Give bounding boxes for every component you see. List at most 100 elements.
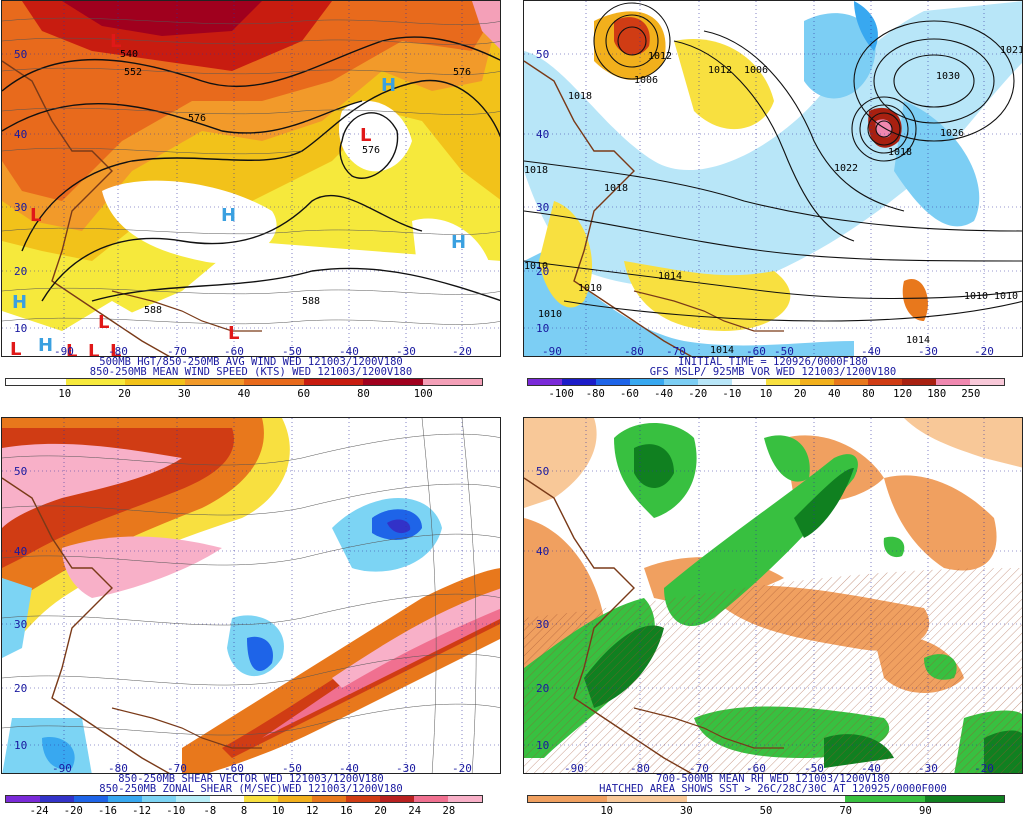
isobar-label: 1030 [936,71,960,82]
isobar-label: 1026 [940,128,964,139]
color-bar-swatch [765,796,846,802]
panel-wind-speed: 540 552 576 576 576 588 588 H H H H H L … [1,0,501,402]
color-bar-tick-label: 250 [961,388,981,400]
color-bar-swatch [303,379,363,385]
high-pressure-symbol: H [12,292,27,313]
isobar-label: 1010 [994,291,1018,302]
color-bar-tick-label: -16 [97,805,117,817]
color-bar-swatch [244,379,304,385]
lon-label: -70 [167,345,187,357]
color-bar-swatch [312,796,346,802]
color-bar-tick-label: 180 [927,388,947,400]
lon-label: -50 [804,762,824,774]
lat-label: 30 [14,618,27,631]
color-bar [5,795,483,803]
low-pressure-symbol: L [88,341,99,357]
high-pressure-symbol: H [451,232,466,253]
color-bar-swatch [6,379,66,385]
map-zonal-shear: 50 40 30 20 10 -90 -80 -70 -60 -50 -40 -… [1,417,501,774]
color-bar-swatch [766,379,800,385]
isobar-label: 1006 [744,65,768,76]
color-bar-swatch [562,379,596,385]
color-bar-swatch [970,379,1004,385]
lon-label: -30 [396,762,416,774]
color-bar-swatch [422,379,482,385]
isobar-label: 1018 [524,165,548,176]
lat-label: 40 [14,128,27,141]
color-bar-ticks: -24 -20 -16 -12 -10 -8 8 10 12 16 20 24 28 [1,805,501,819]
lon-label: -40 [861,345,881,357]
panel-title: INITIAL TIME = 120926/0000F180 [678,356,868,368]
color-bar-tick-label: 16 [340,805,353,817]
color-bar-tick-label: 24 [408,805,422,817]
isobar-label: 1006 [634,75,658,86]
color-bar [527,795,1005,803]
panel-subtitle: GFS MSLP/ 925MB VOR WED 121003/1200V180 [649,366,897,378]
isobar-label: 1018 [888,147,912,158]
high-pressure-symbol: H [38,335,53,356]
color-bar-swatch [108,796,142,802]
lon-label: -90 [564,762,584,774]
lon-label: -80 [108,345,128,357]
color-bar-swatch [278,796,312,802]
contour-label: 588 [144,305,162,316]
high-pressure-symbol: H [381,75,396,96]
color-bar-tick-label: 50 [759,805,773,817]
color-bar-swatch [868,379,902,385]
lat-label: 40 [536,128,549,141]
panel-mean-rh: 50 40 30 20 10 -90 -80 -70 -60 -50 -40 -… [523,417,1023,819]
lon-label: -40 [339,345,359,357]
color-bar-tick-label: 10 [600,805,613,817]
lon-label: -70 [167,762,187,774]
contour-label: 588 [302,296,320,307]
color-bar-swatch [630,379,664,385]
lon-label: -80 [624,345,644,357]
color-bar [5,378,483,386]
isobar-label: 1014 [658,271,682,282]
low-pressure-symbol: L [10,339,21,357]
color-bar-tick-label: 120 [893,388,913,400]
lat-label: 50 [14,465,27,478]
lon-label: -80 [630,762,650,774]
panel-title: 700-500MB MEAN RH WED 121003/1200V180 [656,773,890,785]
low-pressure-symbol: L [66,341,77,357]
lat-label: 10 [536,739,549,752]
isobar-label: 1010 [964,291,988,302]
isobar-label: 1018 [604,183,628,194]
color-bar [527,378,1005,386]
high-pressure-symbol: H [221,205,236,226]
color-bar-tick-label: 100 [413,388,433,400]
color-bar-swatch [528,796,608,802]
lat-label: 10 [14,739,27,752]
color-bar-tick-label: -8 [203,805,217,817]
color-bar-swatch [176,796,210,802]
low-pressure-symbol: L [228,323,239,344]
color-bar-tick-label: 70 [839,805,852,817]
color-bar-tick-label: 20 [118,388,131,400]
color-bar-tick-label: -60 [619,388,639,400]
lat-label: 50 [536,48,549,61]
lat-label: 30 [536,618,549,631]
color-bar-tick-label: -100 [548,388,574,400]
color-bar-swatch [65,379,125,385]
color-bar-tick-label: 80 [862,388,875,400]
panel-zonal-shear: 50 40 30 20 10 -90 -80 -70 -60 -50 -40 -… [1,417,501,819]
color-bar-tick-label: 8 [240,805,248,817]
lat-label: 20 [14,265,27,278]
isobar-label: 1014 [710,345,734,356]
map-mslp-vorticity: 1012 1006 1012 1006 1018 1030 1026 1022 … [523,0,1023,357]
color-bar-tick-label: 90 [919,805,932,817]
contour-label: 576 [362,145,380,156]
color-bar-swatch [686,796,766,802]
low-pressure-symbol: L [98,312,109,333]
color-bar-swatch [596,379,630,385]
lat-label: 40 [14,545,27,558]
color-bar-swatch [607,796,687,802]
color-bar-swatch [448,796,482,802]
panel-mslp-vorticity: 1012 1006 1012 1006 1018 1030 1026 1022 … [523,0,1023,402]
contour-label: 576 [453,67,471,78]
lat-label: 20 [536,682,549,695]
color-bar-tick-label: 80 [357,388,370,400]
isobar-label: 1012 [708,65,732,76]
lon-label: -30 [918,345,938,357]
